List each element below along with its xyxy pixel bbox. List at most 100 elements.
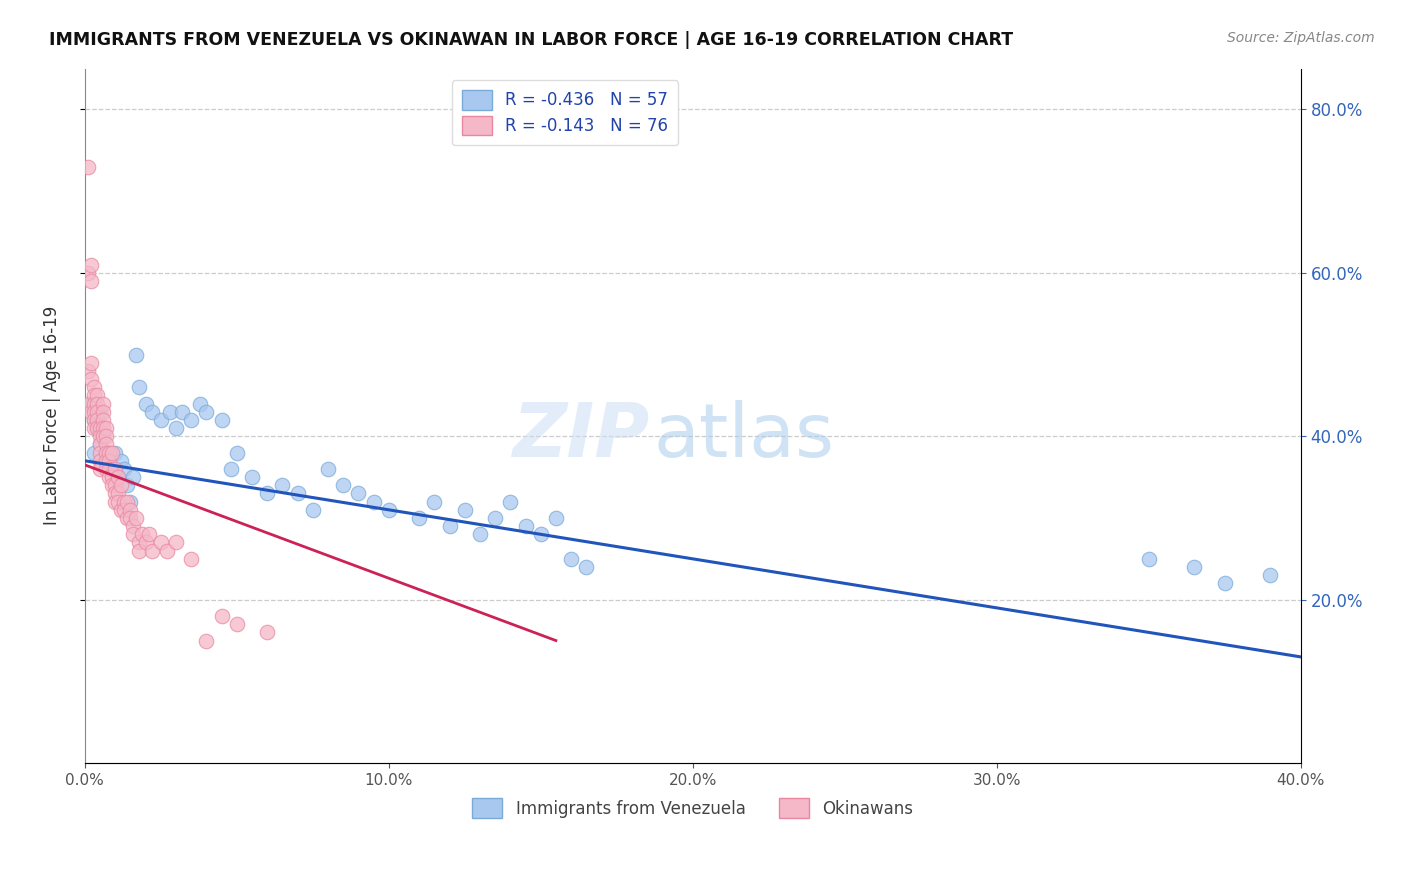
Point [80, 396, 103, 410]
Point [91, 429, 114, 443]
Point [83, 413, 105, 427]
Point [225, 445, 247, 459]
Point [363, 494, 385, 508]
Point [89, 421, 111, 435]
Text: Source: ZipAtlas.com: Source: ZipAtlas.com [1227, 31, 1375, 45]
Point [89, 454, 111, 468]
Point [122, 527, 145, 541]
Point [560, 551, 582, 566]
Point [240, 470, 263, 484]
Point [94, 454, 117, 468]
Point [91, 396, 114, 410]
Point [515, 519, 537, 533]
Point [112, 462, 135, 476]
Point [91, 429, 114, 443]
Point [468, 527, 491, 541]
Point [83, 413, 105, 427]
Point [98, 445, 121, 459]
Point [316, 462, 339, 476]
Point [80, 356, 103, 370]
Point [120, 503, 142, 517]
Point [83, 405, 105, 419]
Text: IMMIGRANTS FROM VENEZUELA VS OKINAWAN IN LABOR FORCE | AGE 16-19 CORRELATION CHA: IMMIGRANTS FROM VENEZUELA VS OKINAWAN IN… [49, 31, 1014, 49]
Point [89, 437, 111, 451]
Point [80, 405, 103, 419]
Point [89, 437, 111, 451]
Point [104, 462, 127, 476]
Point [287, 486, 309, 500]
Point [94, 421, 117, 435]
Point [159, 405, 181, 419]
Point [110, 454, 132, 468]
Point [156, 543, 179, 558]
Point [484, 511, 506, 525]
Point [91, 421, 114, 435]
Point [122, 519, 145, 533]
Point [120, 511, 142, 525]
Point [135, 396, 157, 410]
Point [86, 396, 108, 410]
Point [225, 617, 247, 632]
Point [89, 462, 111, 476]
Point [149, 413, 172, 427]
Point [180, 551, 202, 566]
Text: ZIP: ZIP [513, 401, 650, 473]
Point [112, 503, 135, 517]
Point [86, 421, 108, 435]
Point [107, 486, 129, 500]
Point [120, 494, 142, 508]
Point [131, 527, 153, 541]
Point [211, 609, 233, 624]
Point [141, 405, 163, 419]
Point [138, 527, 160, 541]
Point [195, 633, 218, 648]
Point [104, 494, 127, 508]
Point [86, 421, 108, 435]
Point [1213, 576, 1236, 591]
Point [165, 535, 187, 549]
Point [80, 258, 103, 272]
Point [83, 388, 105, 402]
Point [91, 405, 114, 419]
Point [211, 413, 233, 427]
Point [110, 478, 132, 492]
Point [101, 478, 124, 492]
Text: atlas: atlas [654, 401, 835, 473]
Point [107, 470, 129, 484]
Point [91, 413, 114, 427]
Point [83, 445, 105, 459]
Point [98, 470, 121, 484]
Point [180, 413, 202, 427]
Point [94, 445, 117, 459]
Point [117, 511, 139, 525]
Point [94, 445, 117, 459]
Point [86, 405, 108, 419]
Point [89, 445, 111, 459]
Point [188, 396, 211, 410]
Y-axis label: In Labor Force | Age 16-19: In Labor Force | Age 16-19 [44, 306, 60, 525]
Point [135, 535, 157, 549]
Point [80, 372, 103, 386]
Point [80, 274, 103, 288]
Point [347, 486, 370, 500]
Point [377, 503, 399, 517]
Point [104, 478, 127, 492]
Point [117, 494, 139, 508]
Point [170, 405, 193, 419]
Point [110, 503, 132, 517]
Point [271, 478, 294, 492]
Point [112, 494, 135, 508]
Point [101, 462, 124, 476]
Point [454, 503, 477, 517]
Point [76, 266, 98, 280]
Legend: Immigrants from Venezuela, Okinawans: Immigrants from Venezuela, Okinawans [465, 792, 920, 824]
Point [141, 543, 163, 558]
Point [128, 535, 150, 549]
Point [423, 494, 446, 508]
Point [301, 503, 323, 517]
Point [76, 396, 98, 410]
Point [219, 462, 242, 476]
Point [128, 380, 150, 394]
Point [1137, 551, 1160, 566]
Point [98, 454, 121, 468]
